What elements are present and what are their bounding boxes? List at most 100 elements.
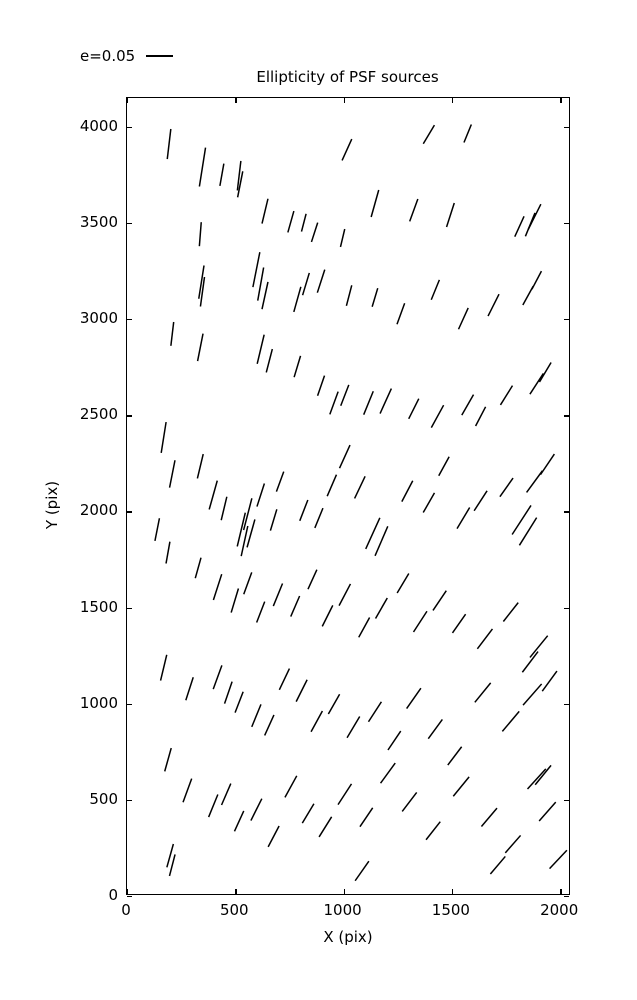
- y-tick-labels: 0 500 1000 1500 2000 2500 3000 3500 4000: [0, 0, 118, 1000]
- whisker-segment: [340, 384, 350, 406]
- whisker-segment: [499, 385, 514, 406]
- whisker-segment: [452, 776, 470, 797]
- whisker-segment: [223, 681, 233, 704]
- y-tick-mark: [127, 511, 132, 513]
- whisker-segment: [374, 597, 388, 619]
- y-tick-mark: [564, 126, 569, 129]
- whisker-segment: [359, 807, 374, 828]
- y-tick-mark: [564, 415, 569, 417]
- whisker-segment: [293, 286, 302, 313]
- whisker-segment: [489, 855, 506, 875]
- whisker-segment: [430, 404, 445, 428]
- whisker-segment: [408, 198, 419, 222]
- whisker-segment: [301, 272, 311, 296]
- whisker-segment: [293, 355, 302, 378]
- whisker-segment: [474, 682, 492, 703]
- x-axis-label: X (pix): [323, 928, 373, 946]
- whisker-segment: [367, 701, 383, 723]
- whisker-segment: [256, 267, 265, 301]
- whisker-segment: [261, 281, 269, 310]
- whisker-segments-layer: [154, 124, 568, 882]
- y-tick-mark: [127, 415, 132, 417]
- whisker-segment: [220, 496, 228, 521]
- whisker-segment: [396, 573, 410, 594]
- whisker-segment: [504, 834, 522, 854]
- whisker-segment: [316, 269, 326, 293]
- x-tick-label: 500: [219, 901, 249, 919]
- whisker-segment: [300, 213, 307, 232]
- whisker-segment: [521, 651, 539, 673]
- whisker-segment: [538, 801, 557, 822]
- x-tick-mark: [343, 98, 345, 103]
- y-tick-label: 2000: [79, 501, 118, 520]
- whisker-segment: [353, 476, 366, 499]
- whisker-segment: [463, 124, 473, 143]
- y-tick-label: 4000: [79, 116, 118, 135]
- whisker-segment: [265, 348, 274, 373]
- ellipticity-scale-legend: e=0.05: [80, 45, 174, 67]
- y-tick-mark: [564, 703, 569, 706]
- y-tick-mark: [127, 896, 132, 898]
- whisker-segment: [219, 163, 225, 186]
- whisker-segment: [422, 124, 436, 145]
- whisker-segment: [345, 285, 353, 307]
- whisker-segment: [230, 588, 240, 613]
- whisker-segment: [531, 270, 543, 290]
- whisker-segment: [456, 507, 471, 530]
- whisker-segment: [185, 677, 194, 701]
- whisker-segment: [362, 390, 374, 415]
- whisker-segment: [327, 693, 341, 715]
- whisker-segment: [514, 215, 525, 238]
- scale-reference-line-icon: [146, 54, 174, 58]
- whisker-segment: [165, 541, 171, 564]
- whisker-segment: [278, 668, 291, 691]
- whisker-segment: [196, 453, 204, 479]
- y-tick-mark: [564, 896, 569, 898]
- whisker-segment: [272, 583, 284, 607]
- whisker-segment: [243, 572, 253, 595]
- whisker-segment: [250, 798, 263, 821]
- whisker-segment: [549, 849, 568, 870]
- x-tick-label: 1500: [431, 901, 470, 919]
- whisker-segment: [338, 583, 352, 606]
- whisker-segment: [451, 613, 467, 634]
- whisker-segment: [242, 498, 253, 531]
- whisker-segment: [196, 333, 204, 362]
- whisker-segment: [290, 595, 301, 617]
- whisker-segment: [339, 228, 346, 248]
- whisker-segment: [329, 391, 339, 415]
- whisker-segment: [182, 778, 193, 803]
- whisker-segment: [370, 189, 380, 218]
- whisker-segment: [261, 198, 269, 224]
- y-tick-mark: [127, 319, 132, 321]
- whisker-segment: [236, 512, 247, 547]
- page-title: Ellipticity of PSF sources: [256, 68, 439, 86]
- x-tick-mark: [451, 98, 454, 103]
- y-tick-label: 3500: [79, 212, 118, 231]
- whisker-segment: [408, 398, 420, 420]
- whisker-segment: [525, 470, 544, 493]
- whisker-segment: [159, 654, 168, 681]
- whisker-segment: [522, 285, 534, 306]
- whisker-segment: [256, 334, 265, 364]
- x-tick-mark: [127, 889, 129, 894]
- whisker-segment: [318, 816, 333, 838]
- y-tick-mark: [564, 223, 569, 225]
- whisker-segment: [220, 783, 232, 806]
- whisker-segment: [406, 687, 422, 709]
- whisker-segment: [269, 509, 278, 531]
- whisker-segment: [461, 394, 475, 416]
- y-tick-label: 1000: [79, 693, 118, 712]
- whisker-segment: [163, 747, 172, 772]
- y-tick-mark: [127, 126, 132, 129]
- whisker-segment: [263, 714, 275, 736]
- whisker-segment: [379, 388, 393, 414]
- plot-axes: [126, 97, 570, 898]
- whisker-segment: [427, 718, 443, 740]
- y-tick-mark: [127, 799, 132, 802]
- whisker-segment: [502, 602, 519, 622]
- whisker-segment: [358, 617, 371, 638]
- whisker-segment: [511, 505, 532, 535]
- x-tick-mark: [560, 889, 562, 894]
- whisker-segment: [321, 605, 334, 627]
